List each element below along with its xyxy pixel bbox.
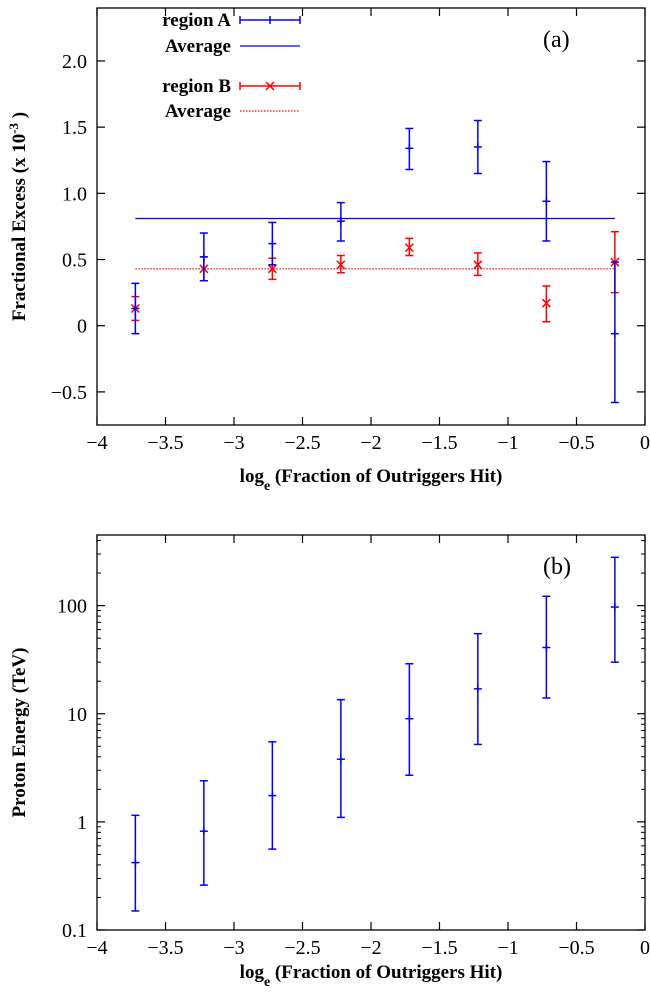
y-axis-label-a-sup: -3 <box>6 122 21 133</box>
plot-frame-a <box>97 8 645 425</box>
panel-label-a: (a) <box>543 27 570 53</box>
y-tick-label: 1.5 <box>62 117 87 139</box>
y-axis-label-a: Fractional Excess (x 10-3 ) <box>6 112 31 321</box>
x-tick-label: −3.5 <box>147 937 183 959</box>
x-tick-label: −1.5 <box>421 937 457 959</box>
y-tick-label: 1.0 <box>62 183 87 205</box>
x-tick-label: −3 <box>223 937 244 959</box>
x-tick-label: −1 <box>497 937 518 959</box>
legend-label: region A <box>162 10 231 31</box>
legend-label: region B <box>162 76 231 97</box>
x-axis-label-b-rest: (Fraction of Outriggers Hit) <box>270 962 502 983</box>
x-tick-label: −0.5 <box>558 937 594 959</box>
y-tick-label: 0.1 <box>62 920 87 942</box>
y-axis-label-a-main: Fractional Excess (x 10 <box>9 134 30 321</box>
y-tick-label: 0 <box>77 316 87 338</box>
panel-label-b: (b) <box>543 554 571 580</box>
x-tick-label: 0 <box>640 432 650 454</box>
x-tick-label: −4 <box>86 937 107 959</box>
x-tick-label: −3 <box>223 432 244 454</box>
y-tick-label: 10 <box>67 704 87 726</box>
ticks-a: −4 −3.5 −3 −2.5 −2 −1.5 −1 −0.5 0 −0.5 0 0.5 1.0 1.5 2… <box>51 8 650 454</box>
y-axis-label-a-rest: ) <box>9 112 30 123</box>
legend-label: Average <box>165 101 231 122</box>
y-tick-label: 1 <box>77 812 87 834</box>
x-tick-label: −4 <box>86 432 107 454</box>
y-tick-label: 2.0 <box>62 51 87 73</box>
legend-a: region A Average region B Average <box>162 10 300 122</box>
x-axis-label-b-main: log <box>240 962 265 983</box>
x-tick-label: 0 <box>640 937 650 959</box>
x-axis-label-b: loge (Fraction of Outriggers Hit) <box>240 962 503 988</box>
x-tick-label: −2.5 <box>284 432 320 454</box>
y-axis-label-b: Proton Energy (TeV) <box>9 648 30 818</box>
x-tick-label: −0.5 <box>558 432 594 454</box>
data-a <box>131 121 619 403</box>
x-axis-label-a-rest: (Fraction of Outriggers Hit) <box>270 466 502 487</box>
x-axis-label-a-main: log <box>240 466 265 487</box>
x-tick-label: −1.5 <box>421 432 457 454</box>
x-tick-label: −2.5 <box>284 937 320 959</box>
x-tick-label: −2 <box>360 432 381 454</box>
y-tick-label: −0.5 <box>51 382 87 404</box>
y-tick-label: 100 <box>57 596 87 618</box>
panel-a: −4 −3.5 −3 −2.5 −2 −1.5 −1 −0.5 0 −0.5 0 0.5 1.0 1.5 2… <box>6 8 650 494</box>
legend-label: Average <box>165 36 231 57</box>
data-b <box>131 557 619 911</box>
x-tick-label: −3.5 <box>147 432 183 454</box>
plot-frame-b <box>97 535 645 930</box>
panel-b: −4 −3.5 −3 −2.5 −2 −1.5 −1 −0.5 0 0.1 1 10 100 (b) P… <box>9 535 650 988</box>
x-tick-label: −1 <box>497 432 518 454</box>
x-axis-label-a: loge (Fraction of Outriggers Hit) <box>240 466 503 494</box>
y-tick-label: 0.5 <box>62 250 87 272</box>
x-tick-label: −2 <box>360 937 381 959</box>
ticks-b: −4 −3.5 −3 −2.5 −2 −1.5 −1 −0.5 0 0.1 1 10 100 <box>57 535 650 959</box>
